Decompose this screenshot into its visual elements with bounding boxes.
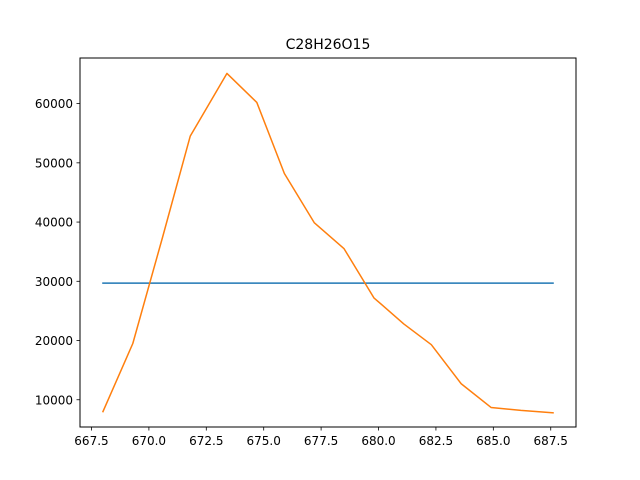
x-tick-label: 685.0 — [476, 434, 510, 448]
y-tick-label: 40000 — [35, 216, 73, 230]
y-tick-label: 60000 — [35, 97, 73, 111]
x-tick-label: 672.5 — [189, 434, 223, 448]
y-tick-label: 20000 — [35, 334, 73, 348]
y-tick-label: 30000 — [35, 275, 73, 289]
x-tick-label: 682.5 — [419, 434, 453, 448]
x-tick-label: 680.0 — [361, 434, 395, 448]
x-tick-label: 670.0 — [132, 434, 166, 448]
series-line-2 — [101, 72, 554, 414]
x-tick-label: 675.0 — [247, 434, 281, 448]
ticks-layer: 667.5 670.0 672.5 675.0 677.5 680.0 682.5 685.0… — [35, 97, 568, 448]
x-tick-label: 677.5 — [304, 434, 338, 448]
x-tick-label: 667.5 — [74, 434, 108, 448]
series-layer — [101, 72, 554, 414]
y-tick-label: 50000 — [35, 156, 73, 170]
chart-title: C28H26O15 — [286, 37, 371, 53]
y-tick-label: 10000 — [35, 393, 73, 407]
plot-area-frame — [79, 57, 577, 428]
x-tick-label: 687.5 — [534, 434, 568, 448]
